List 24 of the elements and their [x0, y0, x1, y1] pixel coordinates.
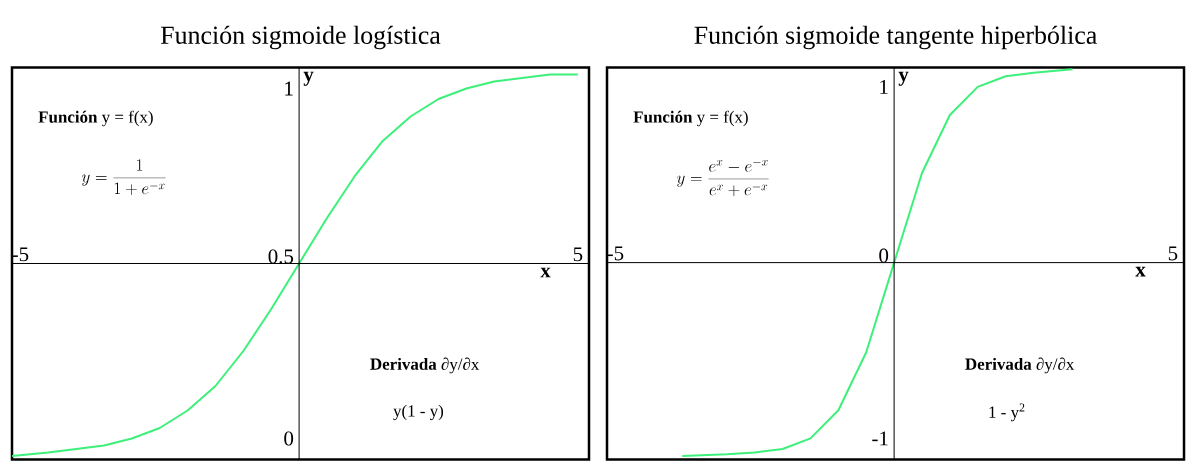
- y-tick-label: 0: [879, 248, 889, 263]
- y-tick-label: 0: [284, 431, 294, 446]
- annotation: Derivada ∂y/∂x: [965, 357, 1075, 374]
- x-tick-label: -5: [12, 247, 29, 262]
- annotation: y(1 - y): [393, 404, 444, 421]
- annotation: $y = \frac{1}{1+e^{-x}}$: [81, 159, 166, 196]
- annotation: $y = \frac{e^{x}-e^{-x}}{e^{x}+e^{-x}}$: [676, 160, 769, 197]
- x-tick-label: -5: [607, 246, 624, 261]
- chart-title: Función sigmoide tangente hiperbólica: [694, 25, 1097, 50]
- annotation: 1 - y$^{2}$: [989, 403, 1025, 422]
- y-axis-title: y: [303, 71, 314, 86]
- x-axis-title: x: [1135, 266, 1146, 277]
- y-axis-title: y: [898, 71, 909, 86]
- x-tick-label: 5: [1168, 246, 1178, 261]
- y-tick-label: 1: [880, 79, 888, 94]
- chart-title: Función sigmoide logística: [160, 25, 441, 50]
- y-tick-label: 1: [285, 81, 293, 96]
- annotation: Función y = f(x): [38, 110, 153, 127]
- y-tick-label: -1: [872, 431, 888, 446]
- annotation: Derivada ∂y/∂x: [370, 357, 480, 374]
- y-tick-label: 0.5: [268, 249, 294, 264]
- annotation: Función y = f(x): [633, 110, 748, 127]
- x-axis-title: x: [540, 267, 551, 278]
- x-tick-label: 5: [573, 247, 583, 262]
